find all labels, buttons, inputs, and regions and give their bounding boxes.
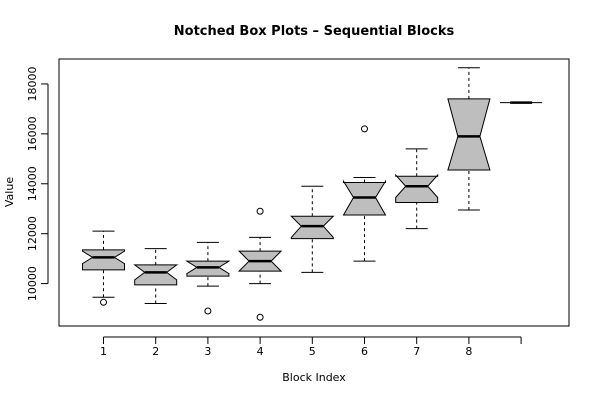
box-2 <box>135 249 177 304</box>
box-3 <box>187 242 229 314</box>
notched-box <box>83 250 125 270</box>
y-tick-label: 18000 <box>26 66 39 101</box>
x-tick-label: 5 <box>309 345 316 358</box>
box-1 <box>83 231 125 305</box>
x-tick-label: 1 <box>100 345 107 358</box>
y-tick-label: 12000 <box>26 216 39 251</box>
x-tick-label: 7 <box>413 345 420 358</box>
outlier-point <box>362 126 368 132</box>
box-8 <box>448 68 490 210</box>
y-axis: 10000 12000 14000 16000 18000 <box>26 66 48 301</box>
outlier-point <box>205 308 211 314</box>
y-axis-label: Value <box>3 177 16 207</box>
notched-box <box>448 99 490 170</box>
x-tick-label: 6 <box>361 345 368 358</box>
x-tick-label: 8 <box>465 345 472 358</box>
notched-box <box>396 175 438 202</box>
notched-box <box>135 265 177 285</box>
plot-area-frame <box>59 59 569 326</box>
y-tick-label: 16000 <box>26 116 39 151</box>
x-axis: 1 2 3 4 5 6 7 8 <box>100 337 521 358</box>
box-6 <box>344 126 386 261</box>
box-7 <box>396 149 438 229</box>
box-4 <box>239 208 281 320</box>
x-tick-label: 2 <box>152 345 159 358</box>
x-tick-label: 3 <box>204 345 211 358</box>
outlier-point <box>257 208 263 214</box>
box-5 <box>291 186 333 272</box>
outlier-point <box>257 314 263 320</box>
y-tick-label: 10000 <box>26 266 39 301</box>
chart-title: Notched Box Plots – Sequential Blocks <box>174 24 455 39</box>
x-tick-label: 4 <box>257 345 264 358</box>
boxes-group <box>83 68 543 321</box>
outlier-point <box>101 299 107 305</box>
x-axis-label: Block Index <box>282 371 346 384</box>
y-tick-label: 14000 <box>26 166 39 201</box>
